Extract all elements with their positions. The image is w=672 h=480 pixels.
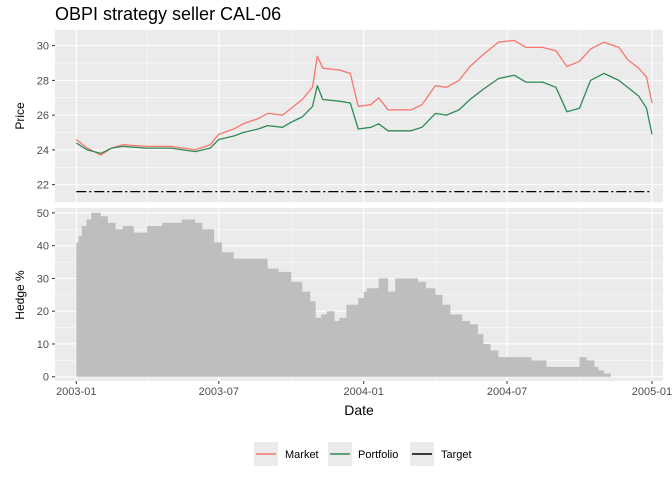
price-panel-background bbox=[55, 30, 663, 202]
price-axis-label: Price bbox=[13, 102, 27, 130]
chart-title: OBPI strategy seller CAL-06 bbox=[55, 4, 281, 24]
price-y-tick-label: 22 bbox=[37, 180, 49, 192]
legend-label: Portfolio bbox=[358, 449, 398, 461]
hedge-panel: 0 10 20 30 40 50 Hedge % bbox=[13, 208, 663, 384]
x-tick-label: 2004-07 bbox=[487, 386, 527, 398]
market-series-line bbox=[75, 39, 653, 156]
legend-item-market: Market bbox=[254, 442, 319, 466]
price-gridlines bbox=[55, 30, 663, 202]
hedge-y-ticks: 0 10 20 30 40 50 bbox=[37, 208, 55, 384]
hedge-y-tick-label: 10 bbox=[37, 339, 49, 351]
price-panel: 22 24 26 28 30 Price bbox=[13, 30, 663, 202]
x-tick-label: 2005-01 bbox=[632, 386, 672, 398]
hedge-y-tick-label: 0 bbox=[43, 372, 49, 384]
x-axis-label: Date bbox=[344, 402, 374, 418]
x-tick-label: 2003-07 bbox=[199, 386, 239, 398]
price-y-tick-label: 24 bbox=[37, 145, 49, 157]
hedge-area-group bbox=[76, 212, 612, 377]
price-y-tick-label: 30 bbox=[37, 41, 49, 53]
x-tick-label: 2003-01 bbox=[56, 386, 96, 398]
legend-label: Market bbox=[285, 449, 319, 461]
x-axis-ticks: 2003-01 2003-07 2004-01 2004-07 2005-01 bbox=[56, 381, 672, 398]
hedge-y-tick-label: 50 bbox=[37, 208, 49, 220]
hedge-y-tick-label: 40 bbox=[37, 241, 49, 253]
hedge-y-tick-label: 30 bbox=[37, 273, 49, 285]
x-tick-label: 2004-01 bbox=[344, 386, 384, 398]
price-series bbox=[75, 39, 653, 193]
hedge-axis-label: Hedge % bbox=[13, 270, 27, 320]
price-y-ticks: 22 24 26 28 30 bbox=[37, 41, 55, 192]
legend: Market Portfolio Target bbox=[254, 442, 472, 466]
legend-item-target: Target bbox=[410, 442, 472, 466]
price-y-tick-label: 28 bbox=[37, 75, 49, 87]
hedge-y-tick-label: 20 bbox=[37, 306, 49, 318]
hedge-area bbox=[76, 212, 612, 377]
price-y-tick-label: 26 bbox=[37, 110, 49, 122]
legend-label: Target bbox=[441, 449, 472, 461]
portfolio-series-line bbox=[75, 72, 653, 155]
legend-item-portfolio: Portfolio bbox=[328, 442, 398, 466]
